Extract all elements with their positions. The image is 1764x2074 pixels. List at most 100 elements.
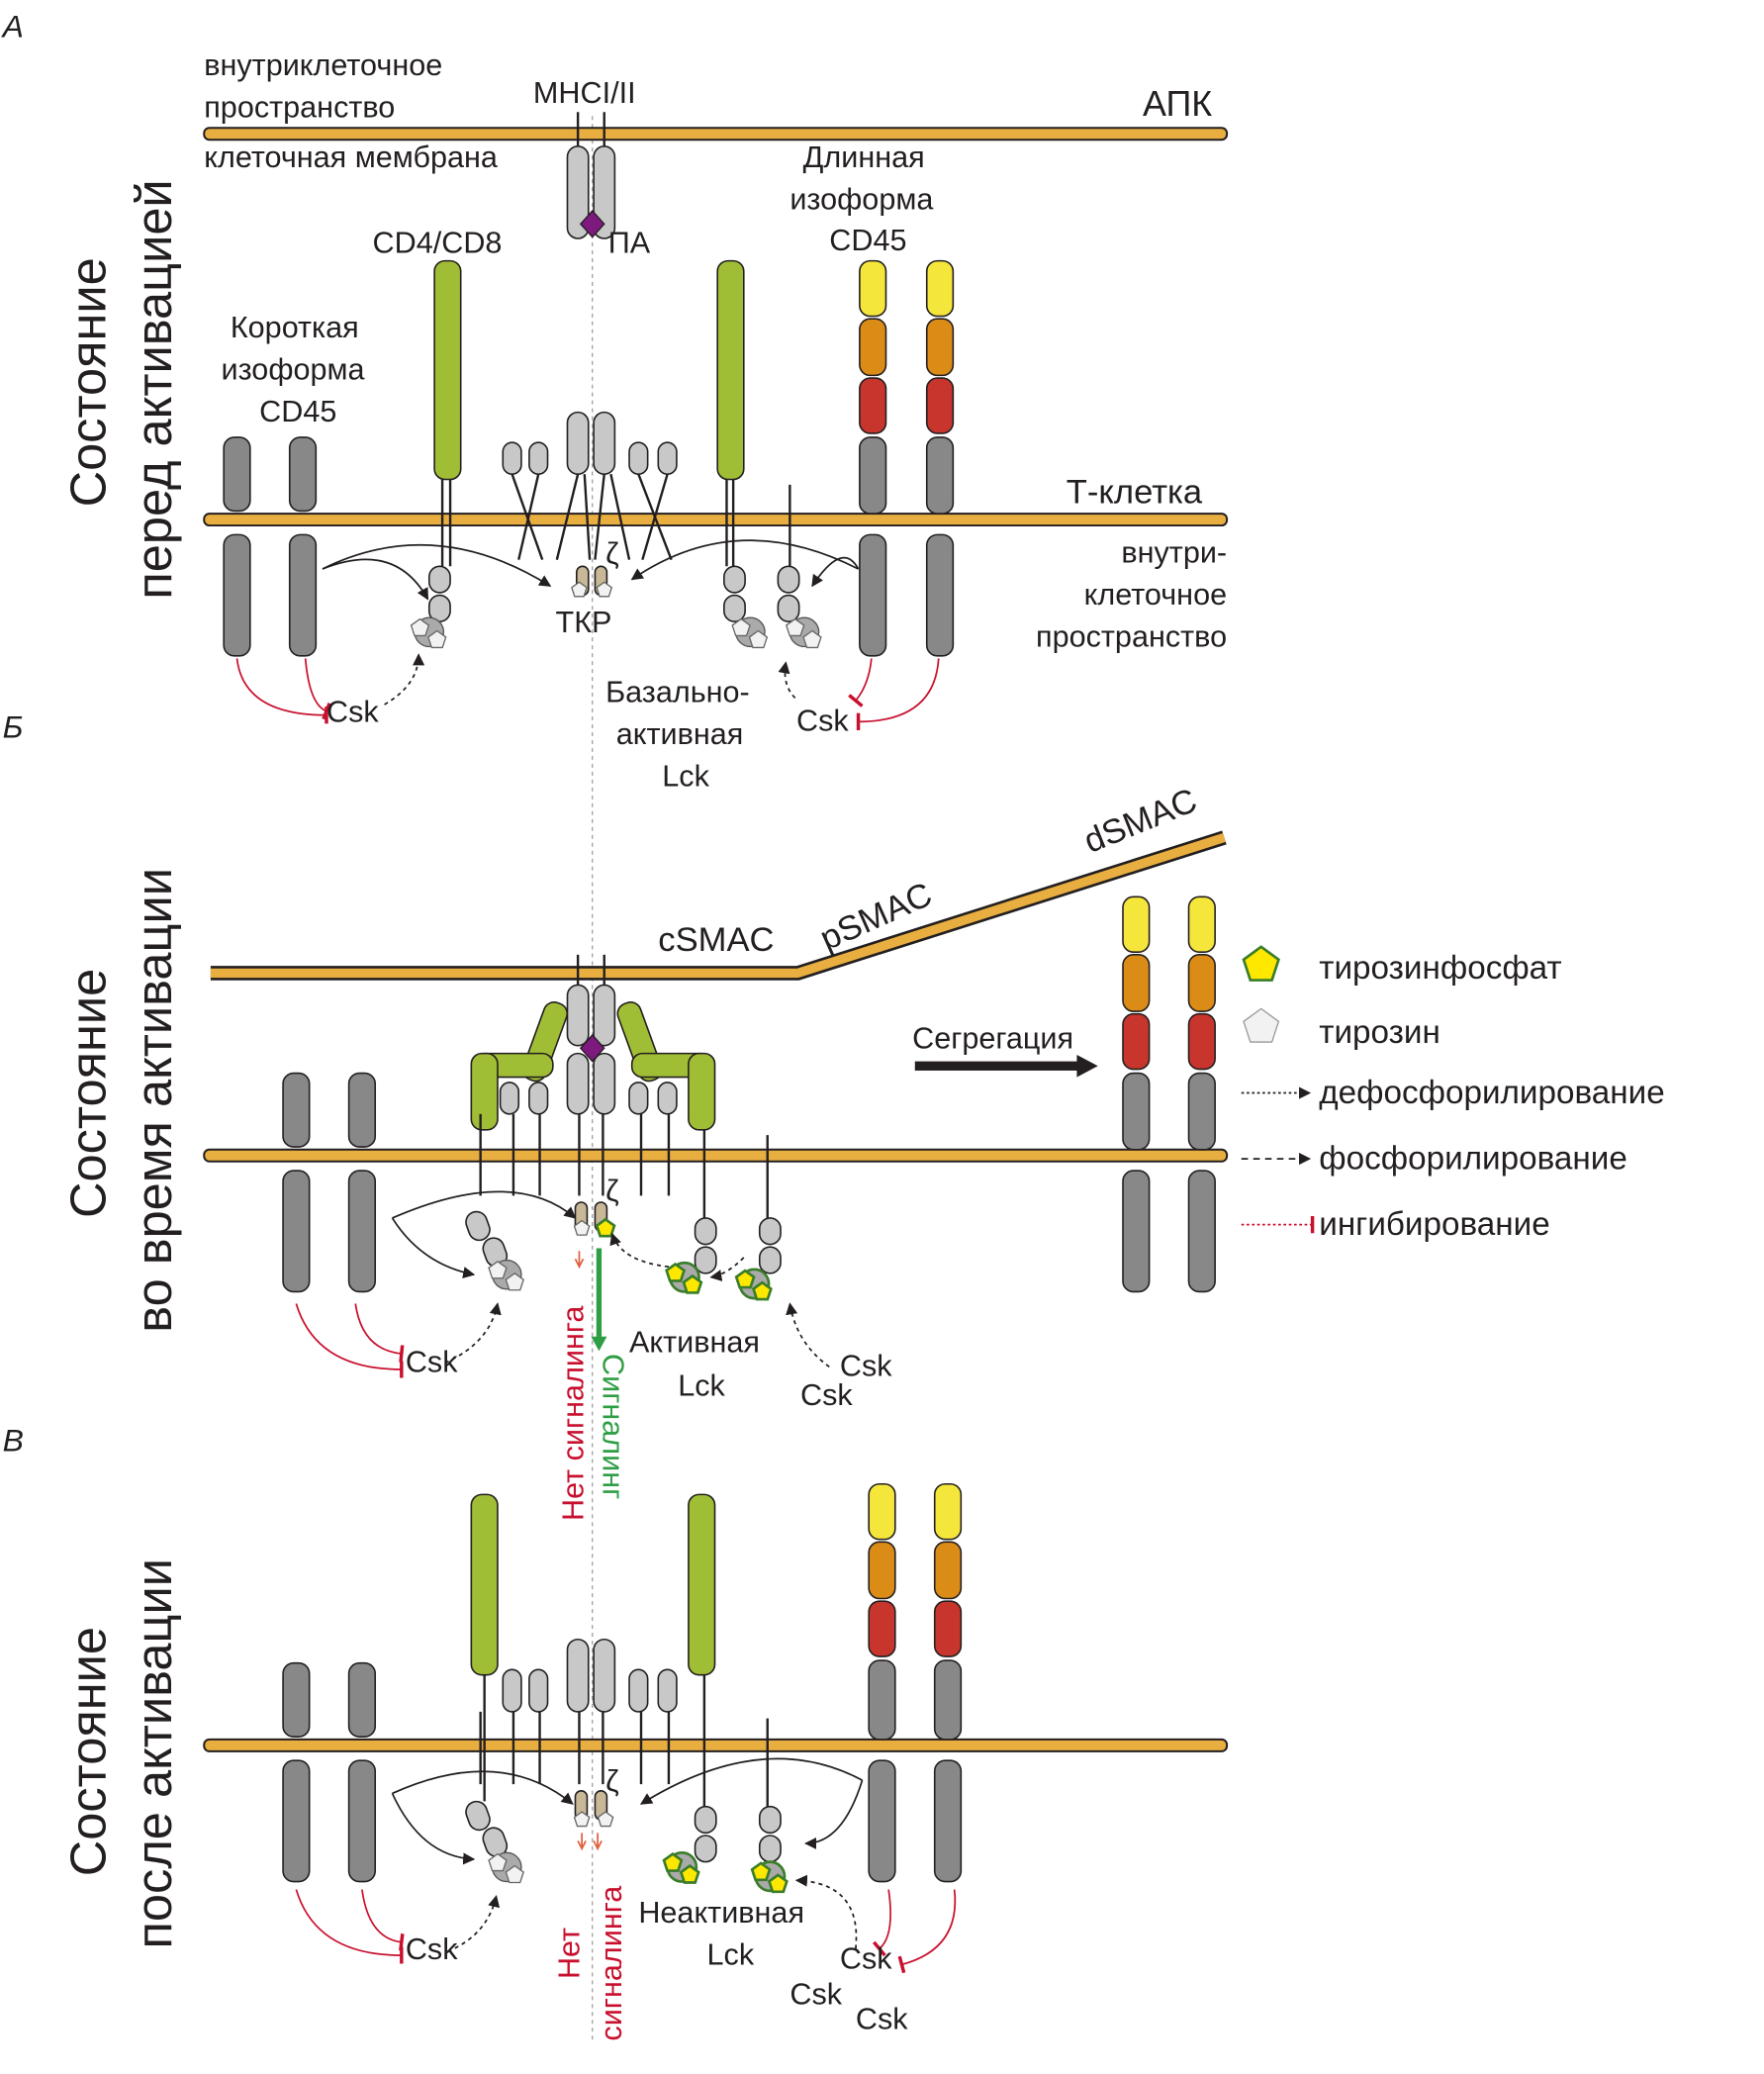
mhc-chain: [593, 145, 616, 239]
phosphotyrosine-icon: [734, 1269, 756, 1289]
cd45-domain-orange: [868, 1541, 896, 1600]
lck-domain: [723, 594, 746, 622]
label-lck-a-1: Базально-: [605, 675, 750, 708]
lck-domain: [777, 594, 800, 622]
mhc-chain: [566, 145, 590, 239]
t-cell-membrane-a: [203, 513, 1229, 527]
phosphorylation-arrow: [794, 1874, 858, 1949]
inhibition-line: [295, 1889, 404, 1964]
label-lck-a-2: активная: [616, 717, 744, 751]
tyrosine-icon: [573, 1811, 591, 1828]
cd45-domain-orange: [1122, 954, 1151, 1012]
cd3-chain: [657, 1082, 678, 1115]
activation-arrow: [630, 539, 859, 581]
tyrosine-icon: [573, 1219, 591, 1236]
inhibition-line: [361, 1889, 405, 1951]
inhibition-line: [848, 658, 873, 707]
legend-phosphotyrosine: тирозинфосфат: [1319, 950, 1561, 987]
label-long-cd45-3: CD45: [829, 224, 906, 257]
cd45-domain-red: [859, 377, 887, 434]
tcr-cd3-tail: [583, 474, 592, 560]
cd45-phosphatase-domain: [347, 1759, 377, 1883]
label-cell-membrane: клеточная мембрана: [204, 141, 499, 174]
tcr-chain: [566, 1638, 590, 1713]
legend-phosphorylation: фосфорилирование: [1319, 1141, 1627, 1178]
panel-letter-c: В: [3, 1422, 24, 1458]
diagram-shapes: [203, 112, 1315, 2041]
panel-letter-a: А: [1, 8, 24, 44]
phosphotyrosine-legend-icon: [1242, 945, 1280, 982]
tyrosine-icon: [748, 629, 769, 649]
cd45-domain-orange: [925, 318, 955, 377]
cd3-chain: [528, 441, 549, 475]
cd45-domain-yellow: [1122, 896, 1151, 953]
phosphorylation-arrow: [709, 1257, 745, 1282]
phosphotyrosine-icon: [679, 1863, 700, 1884]
cd3-chain: [657, 441, 678, 475]
peptide-antigen: [579, 210, 605, 238]
legend-tyrosine: тирозин: [1319, 1014, 1440, 1051]
cd45-domain-yellow: [1187, 896, 1216, 953]
activation-arrow: [639, 1757, 863, 1805]
legend-dephosphorylation: дефосфорилирование: [1319, 1075, 1664, 1111]
cd4-cd8-coreceptor: [716, 259, 745, 481]
signaling-arrowhead: [591, 1336, 607, 1352]
mhc-tcr-chain: [593, 1052, 616, 1115]
label-segregation: Сегрегация: [912, 1021, 1073, 1055]
cd45-stalk: [925, 436, 955, 515]
label-lck-a-3: Lck: [662, 760, 709, 794]
lck-domain: [758, 1217, 782, 1246]
phosphotyrosine-icon: [662, 1851, 684, 1872]
cd4-cd8-coreceptor: [433, 259, 462, 481]
cd3-chain: [628, 1082, 649, 1115]
cd3-chain: [628, 1668, 649, 1713]
legend-inhibition: ингибирование: [1319, 1206, 1549, 1243]
side-title-b-2: во время активации: [126, 868, 182, 1333]
cd45-domain-orange: [859, 318, 887, 377]
label-csk-a-right: Csk: [796, 705, 849, 738]
cd45-domain-yellow: [925, 259, 955, 318]
no-signaling-arrowhead: [574, 1251, 585, 1270]
tcr-cd3-tail: [517, 473, 540, 560]
label-lck-c-1: Неактивная: [638, 1896, 804, 1930]
activation-arrow: [804, 1779, 864, 1850]
tyrosine-icon: [488, 1852, 508, 1872]
tyrosine-legend-icon: [1243, 1007, 1280, 1043]
cd45-domain-yellow: [859, 259, 887, 318]
label-lck-c-2: Lck: [707, 1937, 755, 1971]
label-zeta-c: ζ: [605, 1764, 618, 1798]
cd45-domain-red: [868, 1600, 896, 1657]
lck-domain: [777, 565, 800, 594]
panel-a: А Состояние перед активацией внутриклето…: [1, 8, 1227, 793]
cd45-domain-orange: [933, 1541, 963, 1600]
label-csk-c-right-2: Csk: [789, 1977, 842, 2011]
cd45-stalk: [1187, 1072, 1216, 1151]
phosphorylation-arrow: [444, 1302, 502, 1365]
cd45-stalk: [1122, 1072, 1151, 1151]
tcr-cd3-tail: [609, 473, 631, 560]
cd45-phosphatase-domain: [1122, 1170, 1151, 1293]
tyrosine-icon: [597, 1811, 614, 1828]
cd45-domain-red: [1187, 1012, 1216, 1071]
tyrosine-icon: [410, 617, 430, 637]
label-short-cd45-2: изоформа: [222, 352, 366, 386]
cd45-domain-red: [1122, 1012, 1151, 1071]
inhibition-line: [235, 658, 328, 724]
activation-arrow: [392, 1770, 574, 1805]
segregation-arrowhead: [1076, 1054, 1098, 1078]
cd45-phosphatase-domain: [868, 1759, 896, 1883]
cd45-phosphatase-domain: [347, 1170, 377, 1293]
cd3-chain: [499, 1082, 520, 1115]
label-csk-b-right-1: Csk: [840, 1350, 892, 1383]
cd45-domain-red: [933, 1600, 963, 1657]
label-short-cd45-3: CD45: [259, 395, 336, 428]
label-csk-c-right-1: Csk: [840, 1941, 892, 1975]
mhc-tcr-chain: [566, 1052, 590, 1115]
inhibition-line: [354, 1303, 405, 1363]
activation-arrow: [322, 558, 429, 601]
cd45-short-extracellular: [282, 1072, 311, 1148]
phosphotyrosine-icon: [751, 1280, 773, 1301]
lck-domain: [694, 1246, 717, 1274]
activation-arrow: [322, 543, 552, 588]
